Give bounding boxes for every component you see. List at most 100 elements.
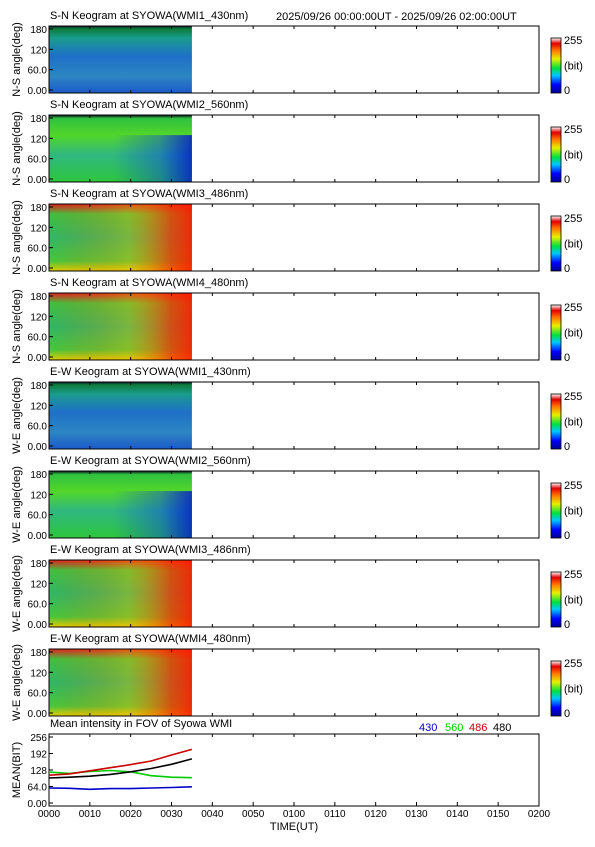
keogram-panel: S-N Keogram at SYOWA(WMI3_486nm)180 120 60… bbox=[11, 188, 583, 275]
chart-xtick-label: 0130 bbox=[405, 809, 428, 820]
keogram-ytick-label: 0.00 bbox=[28, 442, 48, 453]
colorbar-max-label: 255 bbox=[564, 302, 582, 314]
chart-ytick-label: 0.00 bbox=[28, 799, 48, 810]
legend-entry-560: 560 bbox=[445, 722, 463, 734]
keogram-panels: 2025/09/26 00:00:00UT - 2025/09/26 02:00… bbox=[11, 10, 583, 721]
keogram-ytick-label: 60.0 bbox=[28, 333, 48, 344]
keogram-ytick-label: 180 bbox=[30, 25, 47, 36]
colorbar-min-label: 0 bbox=[564, 619, 570, 631]
keogram-panel: E-W Keogram at SYOWA(WMI3_486nm)180 120 60… bbox=[11, 544, 583, 632]
colorbar-max-label: 255 bbox=[564, 124, 582, 136]
colorbar bbox=[550, 126, 562, 183]
colorbar bbox=[550, 660, 562, 717]
keogram-ytick-label: 60.0 bbox=[28, 155, 48, 166]
keogram-ytick-label: 120 bbox=[30, 401, 47, 412]
colorbar-unit-label: (bit) bbox=[564, 61, 583, 73]
legend-entry-486: 486 bbox=[469, 722, 487, 734]
keogram-ytick-label: 0.00 bbox=[28, 531, 48, 542]
keogram-image bbox=[49, 26, 192, 93]
colorbar-max-label: 255 bbox=[564, 480, 582, 492]
keogram-ytick-label: 0.00 bbox=[28, 709, 48, 720]
series-line-486 bbox=[48, 748, 193, 776]
colorbar-unit-label: (bit) bbox=[564, 328, 583, 340]
chart-title: Mean intensity in FOV of Syowa WMI bbox=[50, 718, 232, 730]
colorbar-max-label: 255 bbox=[564, 35, 582, 47]
keogram-ytick-label: 120 bbox=[30, 668, 47, 679]
colorbar-unit-label: (bit) bbox=[564, 239, 583, 251]
keogram-ylabel: N-S angle(deg) bbox=[11, 200, 23, 275]
keogram-panel: E-W Keogram at SYOWA(WMI4_480nm)180 120 60… bbox=[11, 633, 583, 721]
keogram-ytick-label: 60.0 bbox=[28, 244, 48, 255]
keogram-ytick-label: 180 bbox=[30, 470, 47, 481]
colorbar bbox=[550, 482, 562, 539]
chart-xtick-label: 0010 bbox=[79, 809, 102, 820]
chart-ytick-label: 256 bbox=[30, 733, 47, 744]
keogram-ytick-label: 60.0 bbox=[28, 689, 48, 700]
keogram-ytick-label: 60.0 bbox=[28, 600, 48, 611]
chart-xtick-label: 0140 bbox=[446, 809, 469, 820]
series-line-480 bbox=[48, 758, 193, 779]
chart-xtick-label: 0200 bbox=[528, 809, 551, 820]
colorbar-unit-label: (bit) bbox=[564, 150, 583, 162]
chart-xtick-label: 0110 bbox=[324, 809, 346, 820]
keogram-ytick-label: 60.0 bbox=[28, 511, 48, 522]
keogram-ylabel: W-E angle(deg) bbox=[11, 555, 23, 632]
keogram-ytick-label: 0.00 bbox=[28, 353, 48, 364]
colorbar-min-label: 0 bbox=[564, 174, 570, 186]
keogram-ytick-label: 120 bbox=[30, 579, 47, 590]
keogram-ytick-label: 60.0 bbox=[28, 66, 48, 77]
colorbar bbox=[550, 215, 562, 272]
colorbar-min-label: 0 bbox=[564, 530, 570, 542]
keogram-dark-region bbox=[113, 135, 192, 182]
keogram-ytick-label: 180 bbox=[30, 114, 47, 125]
keogram-ylabel: N-S angle(deg) bbox=[11, 111, 23, 186]
keogram-ytick-label: 120 bbox=[30, 45, 47, 56]
keogram-edge-glow bbox=[49, 293, 192, 360]
colorbar bbox=[550, 571, 562, 628]
legend-entry-480: 480 bbox=[493, 722, 511, 734]
keogram-ytick-label: 120 bbox=[30, 312, 47, 323]
chart-xtick-label: 0050 bbox=[242, 809, 265, 820]
keogram-panel: E-W Keogram at SYOWA(WMI1_430nm)180 120 60… bbox=[11, 366, 583, 454]
colorbar-max-label: 255 bbox=[564, 569, 582, 581]
keogram-ytick-label: 0.00 bbox=[28, 264, 48, 275]
chart-ytick-label: 128 bbox=[30, 766, 47, 777]
chart-xtick-label: 0120 bbox=[365, 809, 388, 820]
keogram-ylabel: W-E angle(deg) bbox=[11, 377, 23, 454]
keogram-ytick-label: 180 bbox=[30, 292, 47, 303]
keogram-ytick-label: 120 bbox=[30, 134, 47, 145]
keogram-ytick-label: 0.00 bbox=[28, 86, 48, 97]
colorbar-min-label: 0 bbox=[564, 441, 570, 453]
colorbar-max-label: 255 bbox=[564, 391, 582, 403]
keogram-panel: E-W Keogram at SYOWA(WMI2_560nm)180 120 60… bbox=[11, 455, 583, 543]
keogram-ytick-label: 180 bbox=[30, 648, 47, 659]
keogram-ytick-label: 60.0 bbox=[28, 422, 48, 433]
keogram-title: S-N Keogram at SYOWA(WMI4_480nm) bbox=[50, 277, 248, 289]
colorbar bbox=[550, 37, 562, 94]
chart-ylabel: MEAN(BIT) bbox=[11, 742, 23, 798]
series-line-430 bbox=[48, 786, 192, 791]
keogram-panel: S-N Keogram at SYOWA(WMI4_480nm)180 120 60… bbox=[11, 277, 583, 364]
keogram-edge-glow bbox=[49, 649, 192, 716]
keogram-ylabel: W-E angle(deg) bbox=[11, 644, 23, 721]
chart-frame bbox=[48, 733, 540, 807]
keogram-panel: S-N Keogram at SYOWA(WMI2_560nm)180 120 60… bbox=[11, 99, 583, 186]
chart-xtick-label: 0150 bbox=[487, 809, 510, 820]
keogram-ytick-label: 0.00 bbox=[28, 175, 48, 186]
chart-xtick-label: 0100 bbox=[283, 809, 306, 820]
keogram-ytick-label: 120 bbox=[30, 223, 47, 234]
legend-entry-430: 430 bbox=[419, 722, 437, 734]
keogram-title: E-W Keogram at SYOWA(WMI4_480nm) bbox=[50, 633, 251, 645]
keogram-ytick-label: 120 bbox=[30, 490, 47, 501]
keogram-title: E-W Keogram at SYOWA(WMI1_430nm) bbox=[50, 366, 251, 378]
keogram-ytick-label: 180 bbox=[30, 203, 47, 214]
mean-intensity-panel: Mean intensity in FOV of Syowa WMI 430 560… bbox=[11, 718, 551, 833]
colorbar-min-label: 0 bbox=[564, 708, 570, 720]
keogram-ytick-label: 0.00 bbox=[28, 620, 48, 631]
chart-xtick-label: 0000 bbox=[38, 809, 61, 820]
keogram-ylabel: N-S angle(deg) bbox=[11, 289, 23, 364]
colorbar-unit-label: (bit) bbox=[564, 417, 583, 429]
header-range-text: 2025/09/26 00:00:00UT - 2025/09/26 02:00… bbox=[276, 11, 517, 23]
